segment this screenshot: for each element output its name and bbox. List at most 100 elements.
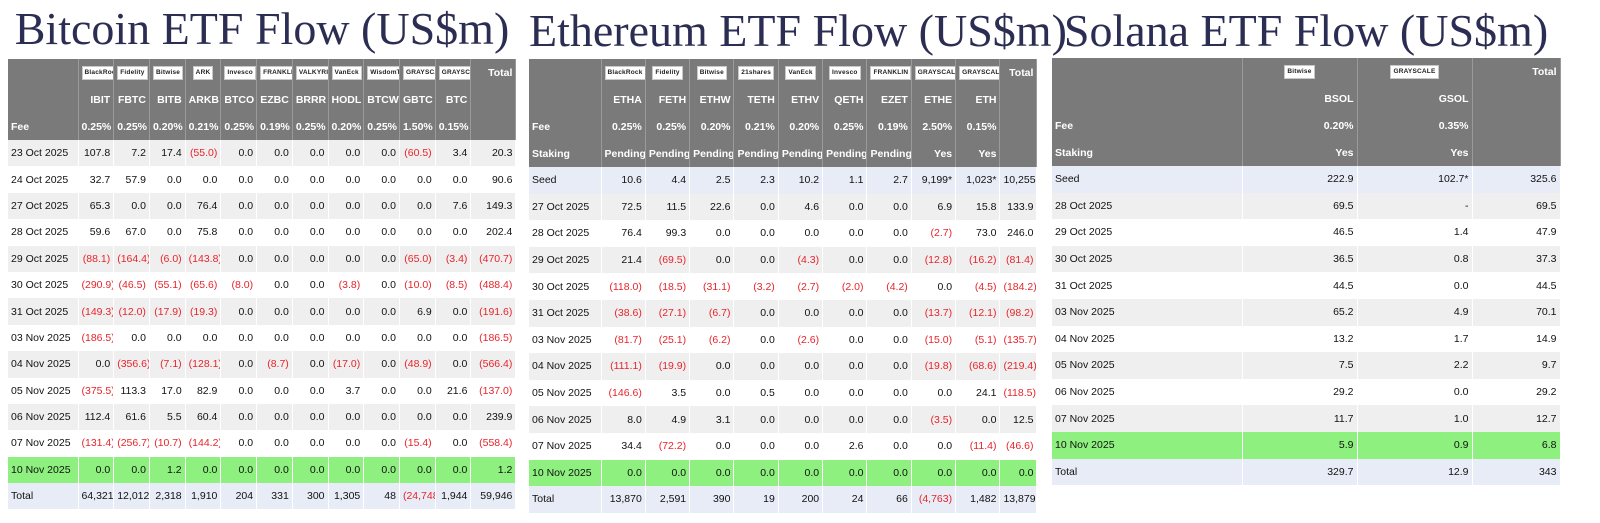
flow-value-cell: 0.0 [435, 456, 472, 484]
cumulative-value-cell: 24 [822, 486, 868, 513]
flow-value-cell: 0.0 [292, 219, 329, 246]
flow-value-cell: 7.5 [1242, 352, 1358, 379]
flow-value-cell: 0.0 [733, 459, 779, 487]
ticker-cell: FBTC [113, 86, 150, 113]
ticker-cell: EZET [866, 86, 912, 113]
flow-value-cell: 0.0 [866, 406, 912, 433]
fee-cell: 0.25% [363, 113, 400, 140]
flow-value-cell: (3.5) [911, 406, 957, 433]
flow-value-cell: (8.5) [435, 271, 472, 299]
issuer-logo-icon: Bitwise [152, 65, 184, 80]
flow-row: 30 Oct 2025 (118.0) (18.5) (31.1) (3.2) (2.7)… [529, 273, 1038, 300]
flow-value-cell: 0.0 [866, 220, 912, 247]
flow-value-cell: (13.7) [911, 299, 957, 327]
flow-value-cell: 0.0 [911, 459, 957, 487]
grand-total-row: Total 329.7 12.9 343 [1052, 458, 1561, 486]
ticker-cell: GBTC [399, 86, 436, 113]
flow-value-cell: (19.8) [911, 353, 957, 380]
flow-value-cell: 0.0 [733, 353, 779, 380]
flow-value-cell: 0.0 [220, 219, 258, 246]
flow-value-cell: (356.6) [113, 351, 150, 378]
ticker-cell: IBIT [78, 86, 115, 113]
flow-value-cell: 34.4 [601, 432, 646, 460]
issuer-logo-cell: GRAYSCALE [911, 59, 957, 86]
seed-row: Seed 222.9 102.7* 325.6 [1052, 166, 1561, 193]
flow-row: 28 Oct 2025 69.5-69.5 [1052, 192, 1561, 220]
grand-total-cell: 59,946 [470, 483, 517, 510]
flow-value-cell: 11.5 [645, 193, 691, 221]
flow-value-cell: 4.4 [645, 167, 691, 194]
date-cell: 07 Nov 2025 [8, 430, 79, 457]
flow-value-cell: 1,023* [955, 167, 1001, 194]
row-total-cell: (184.2) [999, 273, 1038, 300]
staking-cell: Pending [645, 140, 691, 167]
flow-value-cell: 113.3 [113, 377, 150, 404]
flow-value-cell: 61.6 [113, 403, 150, 431]
row-total-cell: (191.6) [470, 298, 517, 325]
flow-value-cell: 0.0 [256, 430, 293, 457]
flow-value-cell: (375.5) [78, 377, 115, 404]
row-total-cell: (135.7) [999, 326, 1038, 354]
date-cell: 04 Nov 2025 [529, 353, 602, 380]
flow-value-cell: 0.0 [778, 379, 824, 407]
flow-value-cell: 0.0 [256, 456, 293, 484]
flow-value-cell: 0.0 [689, 220, 735, 247]
flow-value-cell: 0.0 [328, 192, 365, 220]
flow-value-cell: 0.0 [256, 271, 293, 299]
issuer-logo-cell: BlackRock [601, 59, 646, 86]
flow-value-cell: 0.0 [778, 432, 824, 460]
flow-value-cell: 0.0 [733, 246, 779, 274]
flow-value-cell: 2.2 [1357, 352, 1473, 379]
issuer-logo-cell: GRAYSCALE [435, 59, 472, 86]
flow-value-cell: 5.9 [1242, 431, 1358, 459]
flow-value-cell: (55.1) [149, 271, 186, 299]
issuer-logo-icon: GRAYSCALE [438, 65, 470, 80]
flow-value-cell: 6.9 [911, 193, 957, 221]
flow-value-cell: 4.9 [645, 406, 691, 433]
grand-total-cell: 343 [1472, 458, 1561, 486]
issuer-logo-icon: GRAYSCALE [959, 65, 999, 80]
flow-value-cell: 0.0 [363, 140, 400, 167]
flow-value-cell: 0.0 [292, 456, 329, 484]
flow-row: 28 Oct 2025 76.4 99.3 0.0 0.0 0.0 0.0 0.0 (2.7) 7… [529, 220, 1038, 247]
flow-value-cell: 0.0 [689, 246, 735, 274]
flow-value-cell: 36.5 [1242, 245, 1358, 273]
flow-value-cell: 0.0 [328, 219, 365, 246]
fee-cell: 0.19% [866, 113, 912, 140]
flow-value-cell: 0.0 [866, 459, 912, 487]
flow-value-cell: 0.0 [399, 192, 436, 220]
date-cell: 10 Nov 2025 [529, 459, 602, 487]
fee-cell: 0.25% [645, 113, 691, 140]
ticker-cell: BTC [435, 86, 472, 113]
flow-value-cell: 0.0 [363, 245, 400, 272]
flow-value-cell: 222.9 [1242, 166, 1358, 193]
flow-value-cell: (11.4) [955, 432, 1001, 460]
flow-row: 04 Nov 2025 (111.1) (19.9) 0.0 0.0 0.0 0.0 0.0(… [529, 353, 1038, 380]
flow-value-cell: (88.1) [78, 245, 115, 272]
date-cell: 05 Nov 2025 [8, 377, 79, 404]
flow-value-cell: 0.0 [292, 403, 329, 431]
flow-value-cell: 0.0 [733, 299, 779, 327]
flow-value-cell: (10.7) [149, 430, 186, 457]
flow-value-cell: 0.0 [733, 220, 779, 247]
flow-row: 03 Nov 2025 65.2 4.9 70.1 [1052, 298, 1561, 326]
flow-row: 29 Oct 2025 21.4 (69.5) 0.0 0.0 (4.3) 0.0 0.0 (1… [529, 246, 1038, 274]
flow-row: 31 Oct 2025 44.5 0.0 44.5 [1052, 272, 1561, 299]
row-total-cell: (566.4) [470, 351, 517, 378]
flow-value-cell: 0.0 [363, 219, 400, 246]
flow-value-cell: 0.0 [113, 456, 150, 484]
fee-cell: 0.20% [328, 113, 365, 140]
flow-value-cell: 0.0 [292, 271, 329, 299]
staking-cell: Pending [689, 140, 735, 167]
ticker-row: IBIT FBTC BITB ARKB BTCO EZBC BRRR HODL BTCW GBTC… [8, 86, 517, 113]
issuer-logo-row: BlackRock Fidelity Bitwise 21shares VanEck In… [529, 59, 1038, 86]
staking-cell: Yes [911, 140, 957, 167]
date-cell: 27 Oct 2025 [529, 193, 602, 221]
flow-value-cell: (48.9) [399, 351, 436, 378]
flow-value-cell: 0.0 [1357, 272, 1473, 299]
panel-title-bitcoin: Bitcoin ETF Flow (US$m) [14, 3, 510, 54]
ticker-cell: BSOL [1242, 85, 1358, 112]
flow-value-cell: (131.4) [78, 430, 115, 457]
flow-value-cell: (2.6) [778, 326, 824, 354]
flow-row: 03 Nov 2025 (81.7) (25.1) (6.2) 0.0 (2.6) 0.0 0… [529, 326, 1038, 354]
